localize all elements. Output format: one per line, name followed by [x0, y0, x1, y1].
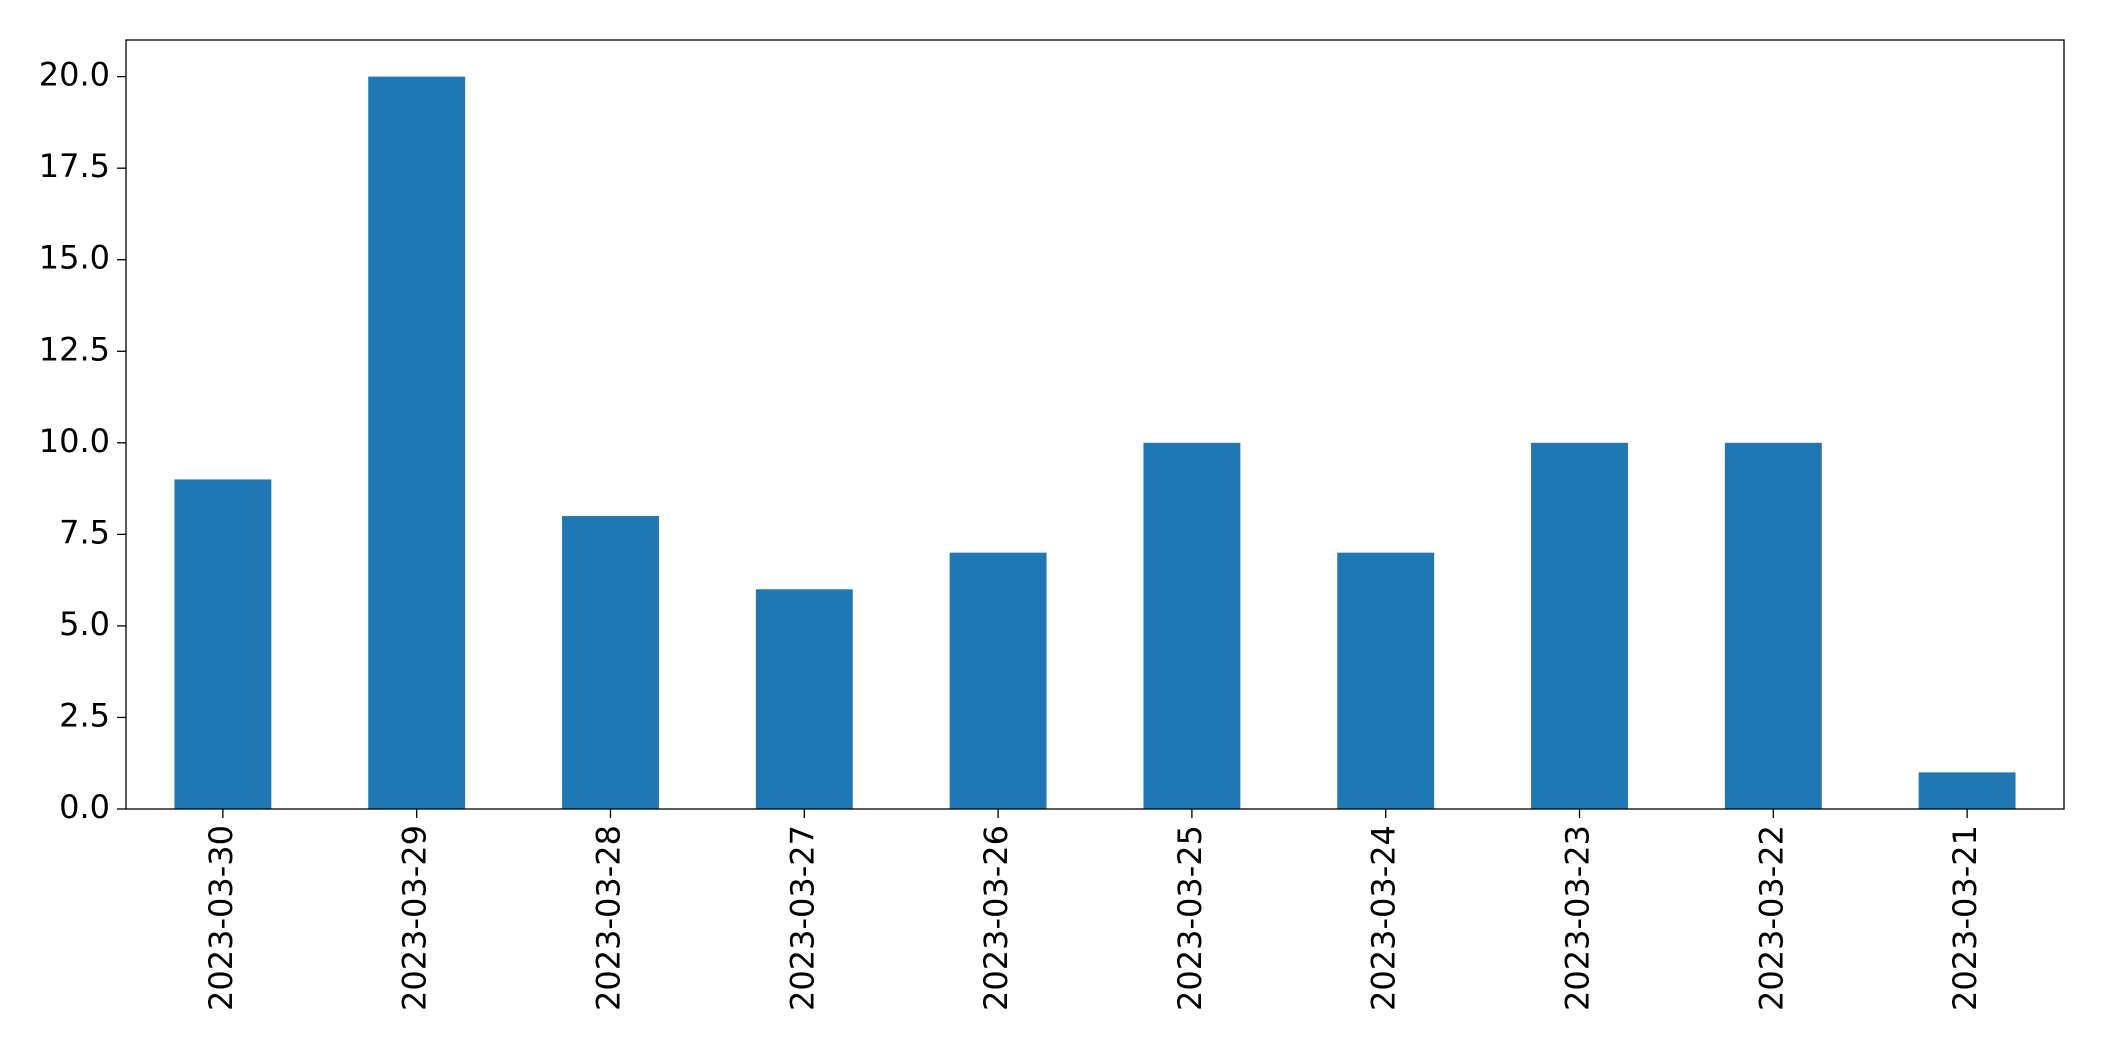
- bar: [1337, 552, 1435, 809]
- bar: [1143, 442, 1241, 809]
- y-tick-label: 20.0: [39, 56, 110, 94]
- bar: [174, 479, 272, 809]
- x-tick-label: 2023-03-24: [1365, 825, 1403, 1011]
- bar: [368, 76, 466, 810]
- y-tick-label: 10.0: [39, 422, 110, 460]
- x-tick-label: 2023-03-27: [783, 825, 821, 1011]
- x-tick-label: 2023-03-28: [590, 825, 628, 1011]
- x-tick-label: 2023-03-25: [1171, 825, 1209, 1011]
- x-tick-label: 2023-03-30: [202, 825, 240, 1011]
- plot-frame: [125, 39, 2065, 810]
- bar: [755, 589, 853, 809]
- y-tick-label: 7.5: [59, 513, 110, 551]
- bar: [1918, 772, 2016, 809]
- y-tick-label: 5.0: [59, 605, 110, 643]
- y-tick-label: 12.5: [39, 330, 110, 368]
- y-tick-label: 0.0: [59, 788, 110, 826]
- x-tick-label: 2023-03-21: [1946, 825, 1984, 1011]
- x-tick-label: 2023-03-23: [1559, 825, 1597, 1011]
- bar: [562, 516, 659, 809]
- bar: [1724, 442, 1822, 809]
- y-tick-label: 17.5: [39, 147, 110, 185]
- x-tick-label: 2023-03-26: [977, 825, 1015, 1011]
- bar: [1531, 442, 1628, 809]
- y-tick-label: 15.0: [39, 239, 110, 277]
- x-tick-label: 2023-03-22: [1752, 825, 1790, 1011]
- y-tick-label: 2.5: [59, 696, 110, 734]
- bar: [949, 552, 1047, 809]
- x-tick-label: 2023-03-29: [396, 825, 434, 1011]
